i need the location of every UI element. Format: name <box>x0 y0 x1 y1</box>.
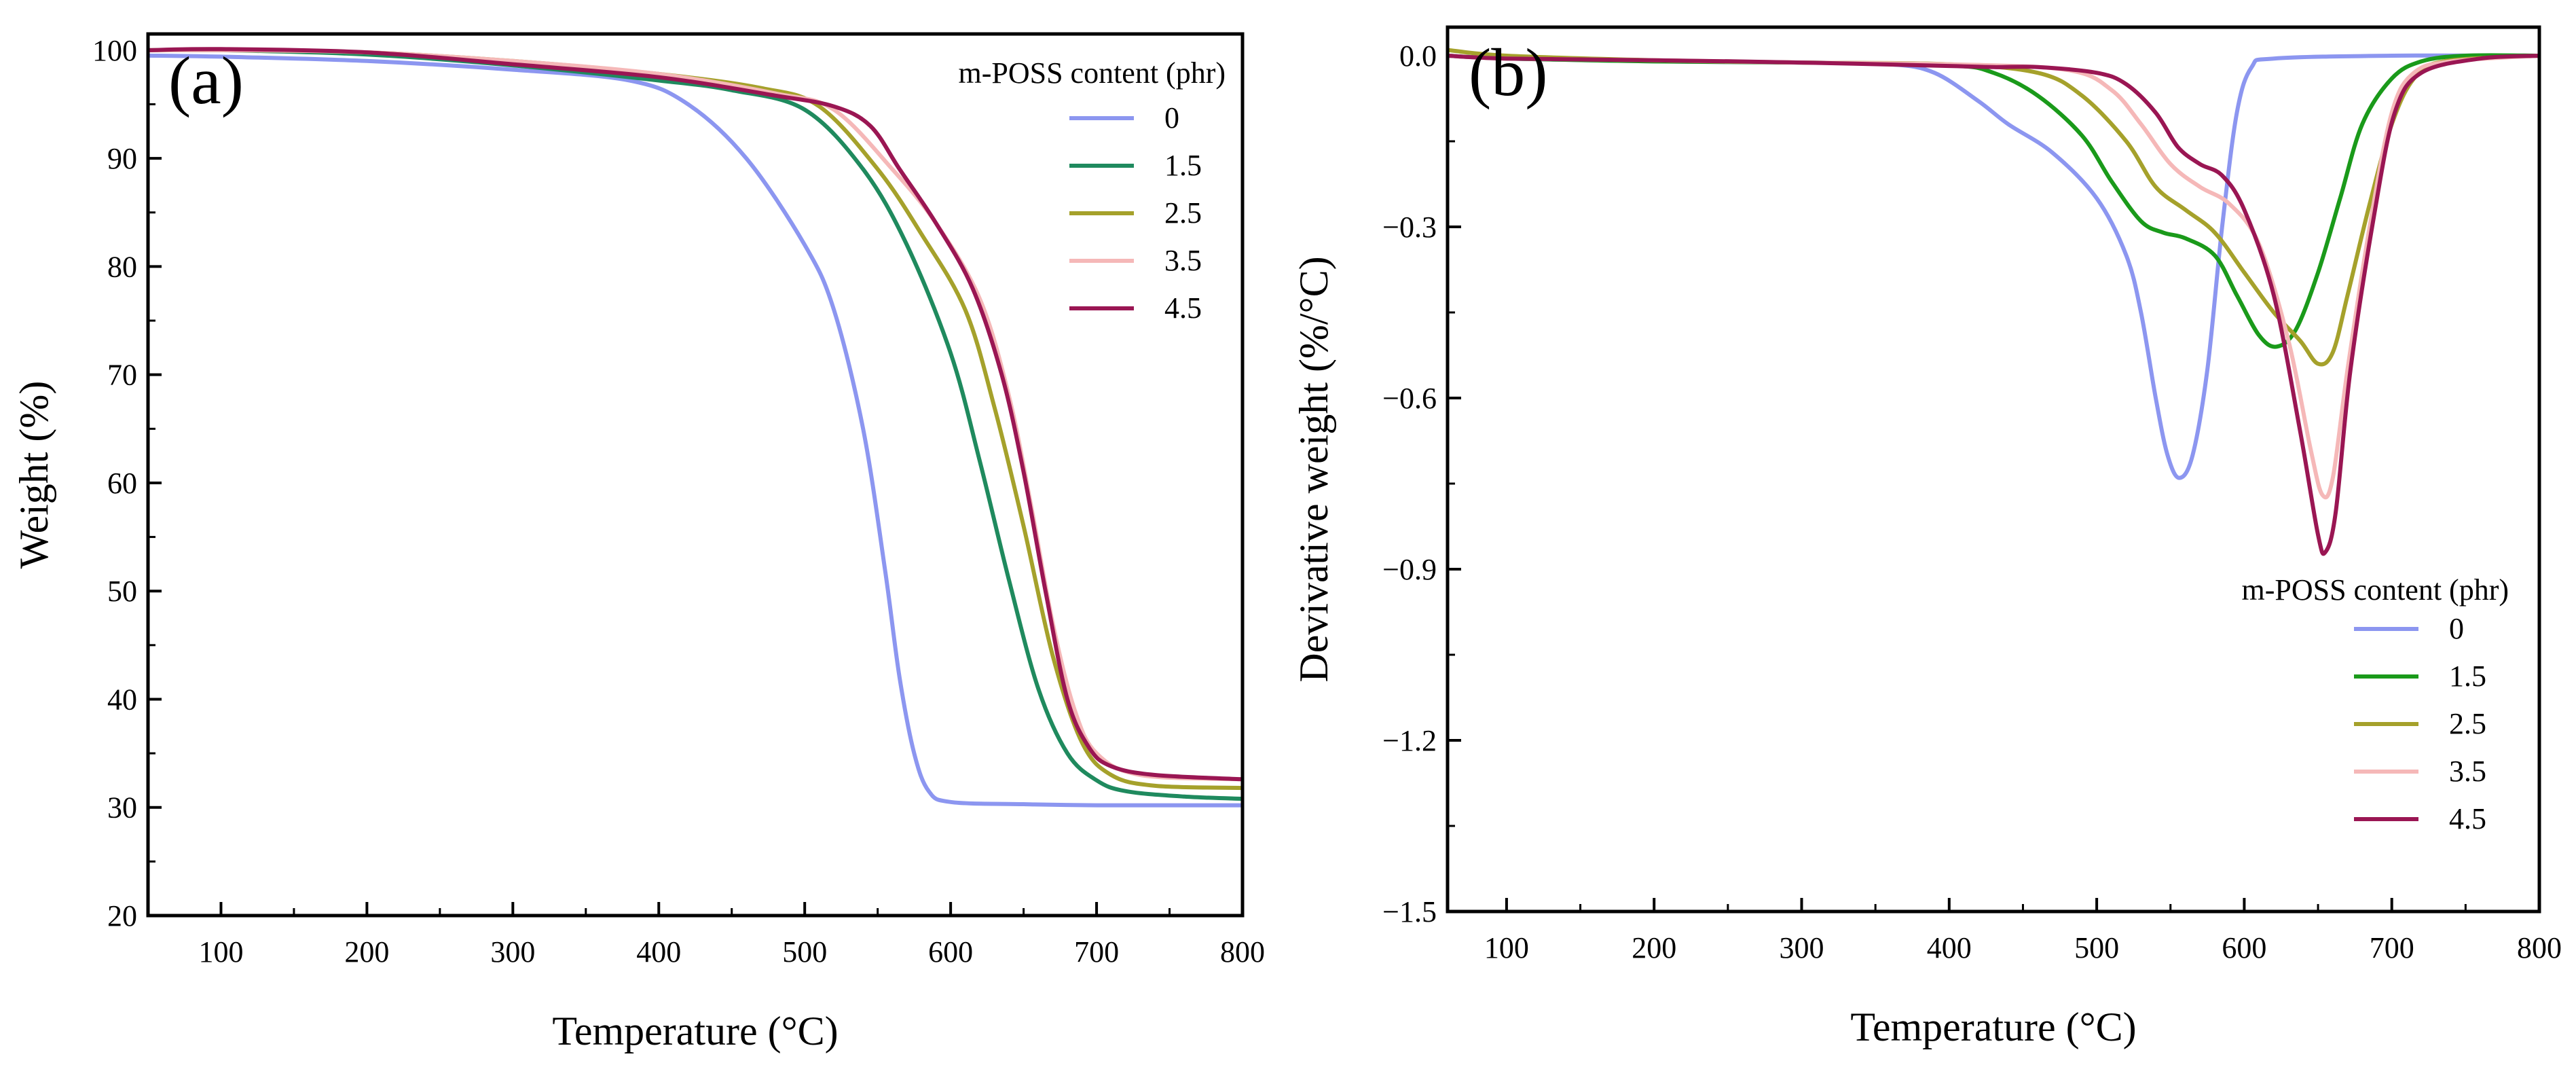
series-line-b-3_5 <box>1447 54 2540 500</box>
legend-label-b: 3.5 <box>2449 755 2486 788</box>
y-axis-title-b: Devivative weight (%/°C) <box>1291 256 1336 682</box>
y-tick-label: 70 <box>107 359 137 392</box>
legend-label-a: 2.5 <box>1164 196 1202 230</box>
panel-b-derivative-chart: 100 200 300 400 500 600 700 800 0.0 −0.3 −0.6 −0.9 −… <box>1291 25 2562 1049</box>
legend-title-a: m-POSS content (phr) <box>958 56 1226 90</box>
y-tick-label: −0.9 <box>1382 553 1437 586</box>
y-tick-label: −0.3 <box>1382 211 1437 244</box>
legend-label-b: 4.5 <box>2449 802 2486 835</box>
x-tick-label: 700 <box>2370 931 2414 964</box>
panel-label-a: (a) <box>168 43 244 118</box>
plot-frame-a <box>146 32 1245 918</box>
legend-a: m-POSS content (phr) 0 1.5 2.5 3.5 4.5 <box>958 56 1226 325</box>
x-tick-label: 600 <box>928 935 973 969</box>
series-line-b-4_5 <box>1447 54 2540 556</box>
x-tick-label: 800 <box>2517 931 2562 964</box>
legend-label-a: 1.5 <box>1164 149 1202 182</box>
legend-title-b: m-POSS content (phr) <box>2241 573 2509 607</box>
legend-label-a: 0 <box>1164 101 1179 134</box>
y-tick-label: 40 <box>107 683 137 716</box>
legend-label-a: 4.5 <box>1164 291 1202 325</box>
y-tick-label: −1.2 <box>1382 724 1437 757</box>
x-axis-title-a: Temperature (°C) <box>552 1009 838 1053</box>
x-tick-label: 300 <box>1780 931 1824 964</box>
x-tick-label: 800 <box>1220 935 1265 969</box>
series-line-b-0 <box>1447 53 2540 480</box>
x-tick-label: 600 <box>2222 931 2266 964</box>
x-tick-label: 500 <box>2074 931 2119 964</box>
series-line-a-4_5 <box>147 47 1243 782</box>
x-tick-label: 700 <box>1074 935 1119 969</box>
y-tick-label: −0.6 <box>1382 382 1437 415</box>
y-tick-label: −1.5 <box>1382 895 1437 928</box>
legend-label-b: 1.5 <box>2449 660 2486 693</box>
y-tick-label: 100 <box>92 34 137 67</box>
x-tick-label: 400 <box>636 935 681 969</box>
series-line-a-0 <box>147 53 1243 808</box>
y-axis-title-a: Weight (%) <box>12 381 56 569</box>
legend-label-a: 3.5 <box>1164 244 1202 277</box>
x-tick-label: 100 <box>198 935 243 969</box>
panel-a-weight-chart: 100 200 300 400 500 600 700 800 20 30 40 50 60 70 80 90… <box>12 32 1265 1053</box>
legend-label-b: 2.5 <box>2449 707 2486 740</box>
y-tick-label: 60 <box>107 467 137 500</box>
x-tick-label: 100 <box>1484 931 1529 964</box>
x-tick-label: 400 <box>1927 931 1972 964</box>
series-line-a-2_5 <box>147 48 1243 791</box>
series-line-a-1_5 <box>147 48 1243 801</box>
plot-frame-b <box>1446 25 2541 914</box>
x-tick-label: 200 <box>1632 931 1676 964</box>
x-axis-title-b: Temperature (°C) <box>1850 1005 2136 1049</box>
y-tick-label: 20 <box>107 899 137 933</box>
x-tick-label: 200 <box>344 935 389 969</box>
y-tick-label: 0.0 <box>1399 39 1437 73</box>
y-tick-label: 30 <box>107 791 137 825</box>
y-tick-label: 80 <box>107 250 137 283</box>
series-line-a-3_5 <box>147 48 1243 782</box>
panel-label-b: (b) <box>1469 35 1548 110</box>
x-tick-label: 500 <box>782 935 827 969</box>
legend-label-b: 0 <box>2449 612 2464 645</box>
x-tick-label: 300 <box>490 935 535 969</box>
y-tick-label: 90 <box>107 142 137 175</box>
y-tick-label: 50 <box>107 575 137 608</box>
legend-b: m-POSS content (phr) 0 1.5 2.5 3.5 4.5 <box>2241 573 2509 835</box>
